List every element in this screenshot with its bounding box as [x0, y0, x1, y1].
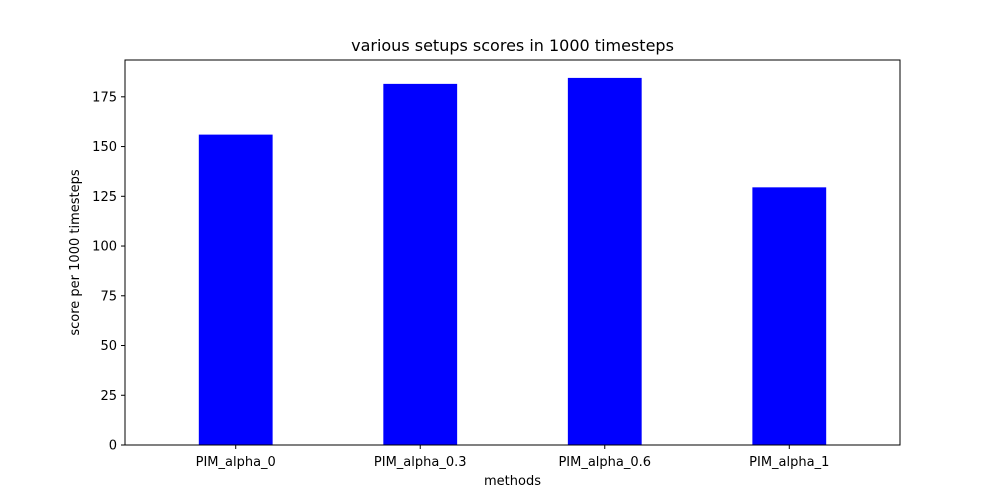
plot-frame	[124, 59, 901, 446]
x-tick-label: PIM_alpha_0	[196, 455, 276, 470]
chart-title: various setups scores in 1000 timesteps	[351, 36, 674, 55]
y-tick-label: 175	[92, 90, 117, 105]
y-tick-label: 0	[109, 439, 117, 454]
x-tick-label: PIM_alpha_0.3	[374, 455, 467, 470]
y-tick-label: 75	[100, 289, 117, 304]
y-axis-label: score per 1000 timesteps	[68, 169, 83, 335]
bar-PIM_alpha_1	[752, 187, 827, 445]
y-tick-label: 50	[100, 339, 117, 354]
y-axis-ticks: 0 25 50 75 100 125 150 175	[92, 90, 125, 454]
x-tick-label: PIM_alpha_0.6	[558, 455, 651, 470]
y-tick-label: 125	[92, 190, 117, 205]
bar-PIM_alpha_0.3	[383, 83, 458, 445]
y-tick-label: 150	[92, 140, 117, 155]
x-axis-label: methods	[484, 474, 541, 489]
x-axis-ticks: PIM_alpha_0 PIM_alpha_0.3 PIM_alpha_0.6 PIM…	[196, 445, 829, 470]
x-tick-label: PIM_alpha_1	[749, 455, 829, 470]
y-tick-label: 25	[100, 389, 117, 404]
bar-PIM_alpha_0	[198, 134, 273, 445]
bars-layer	[198, 77, 827, 445]
bar-PIM_alpha_0.6	[567, 77, 642, 445]
y-tick-label: 100	[92, 240, 117, 255]
